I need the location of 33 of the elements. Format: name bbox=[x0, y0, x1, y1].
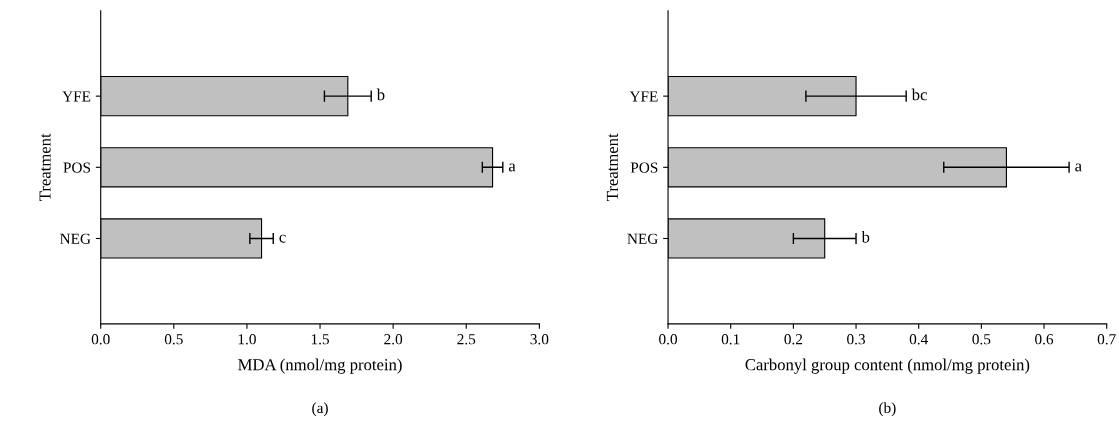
x-tick-label: 0.3 bbox=[847, 334, 865, 345]
y-axis-title: Treatment bbox=[39, 133, 51, 201]
x-axis-title: Carbonyl group content (nmol/mg protein) bbox=[745, 358, 1030, 374]
y-axis-title: Treatment bbox=[606, 133, 618, 201]
x-tick-label: 3.0 bbox=[530, 334, 549, 345]
annotation: c bbox=[279, 234, 286, 243]
y-tick-label: YFE bbox=[62, 91, 91, 102]
y-tick-label: YFE bbox=[629, 91, 658, 102]
x-tick-label: 0.7 bbox=[1097, 334, 1116, 345]
x-tick-label: 2.5 bbox=[457, 334, 476, 345]
text: (b) bbox=[879, 402, 896, 417]
x-tick-label: 1.5 bbox=[311, 334, 329, 345]
x-tick-label: 0.6 bbox=[1035, 334, 1054, 345]
text: (a) bbox=[312, 402, 328, 417]
y-tick-label: POS bbox=[630, 162, 658, 173]
y-tick-label: NEG bbox=[60, 233, 91, 244]
y-tick-label: NEG bbox=[627, 233, 658, 244]
annotation: a bbox=[1075, 163, 1082, 172]
annotation: b bbox=[376, 88, 385, 101]
x-tick-label: 0.0 bbox=[91, 334, 110, 345]
x-tick-label: 0.5 bbox=[972, 334, 991, 345]
x-tick-label: 0.4 bbox=[909, 334, 929, 345]
y-tick-label: POS bbox=[63, 162, 91, 173]
x-tick-label: 2.0 bbox=[384, 334, 403, 345]
x-tick-label: 0.0 bbox=[659, 334, 678, 345]
annotation: bc bbox=[911, 88, 927, 101]
x-axis-title: MDA (nmol/mg protein) bbox=[238, 358, 402, 374]
annotation: a bbox=[508, 163, 516, 172]
annotation: b bbox=[861, 230, 870, 243]
x-tick-label: 1.0 bbox=[238, 334, 256, 345]
x-tick-label: 0.1 bbox=[721, 334, 740, 345]
x-tick-label: 0.2 bbox=[784, 334, 803, 345]
x-tick-label: 0.5 bbox=[164, 334, 183, 345]
